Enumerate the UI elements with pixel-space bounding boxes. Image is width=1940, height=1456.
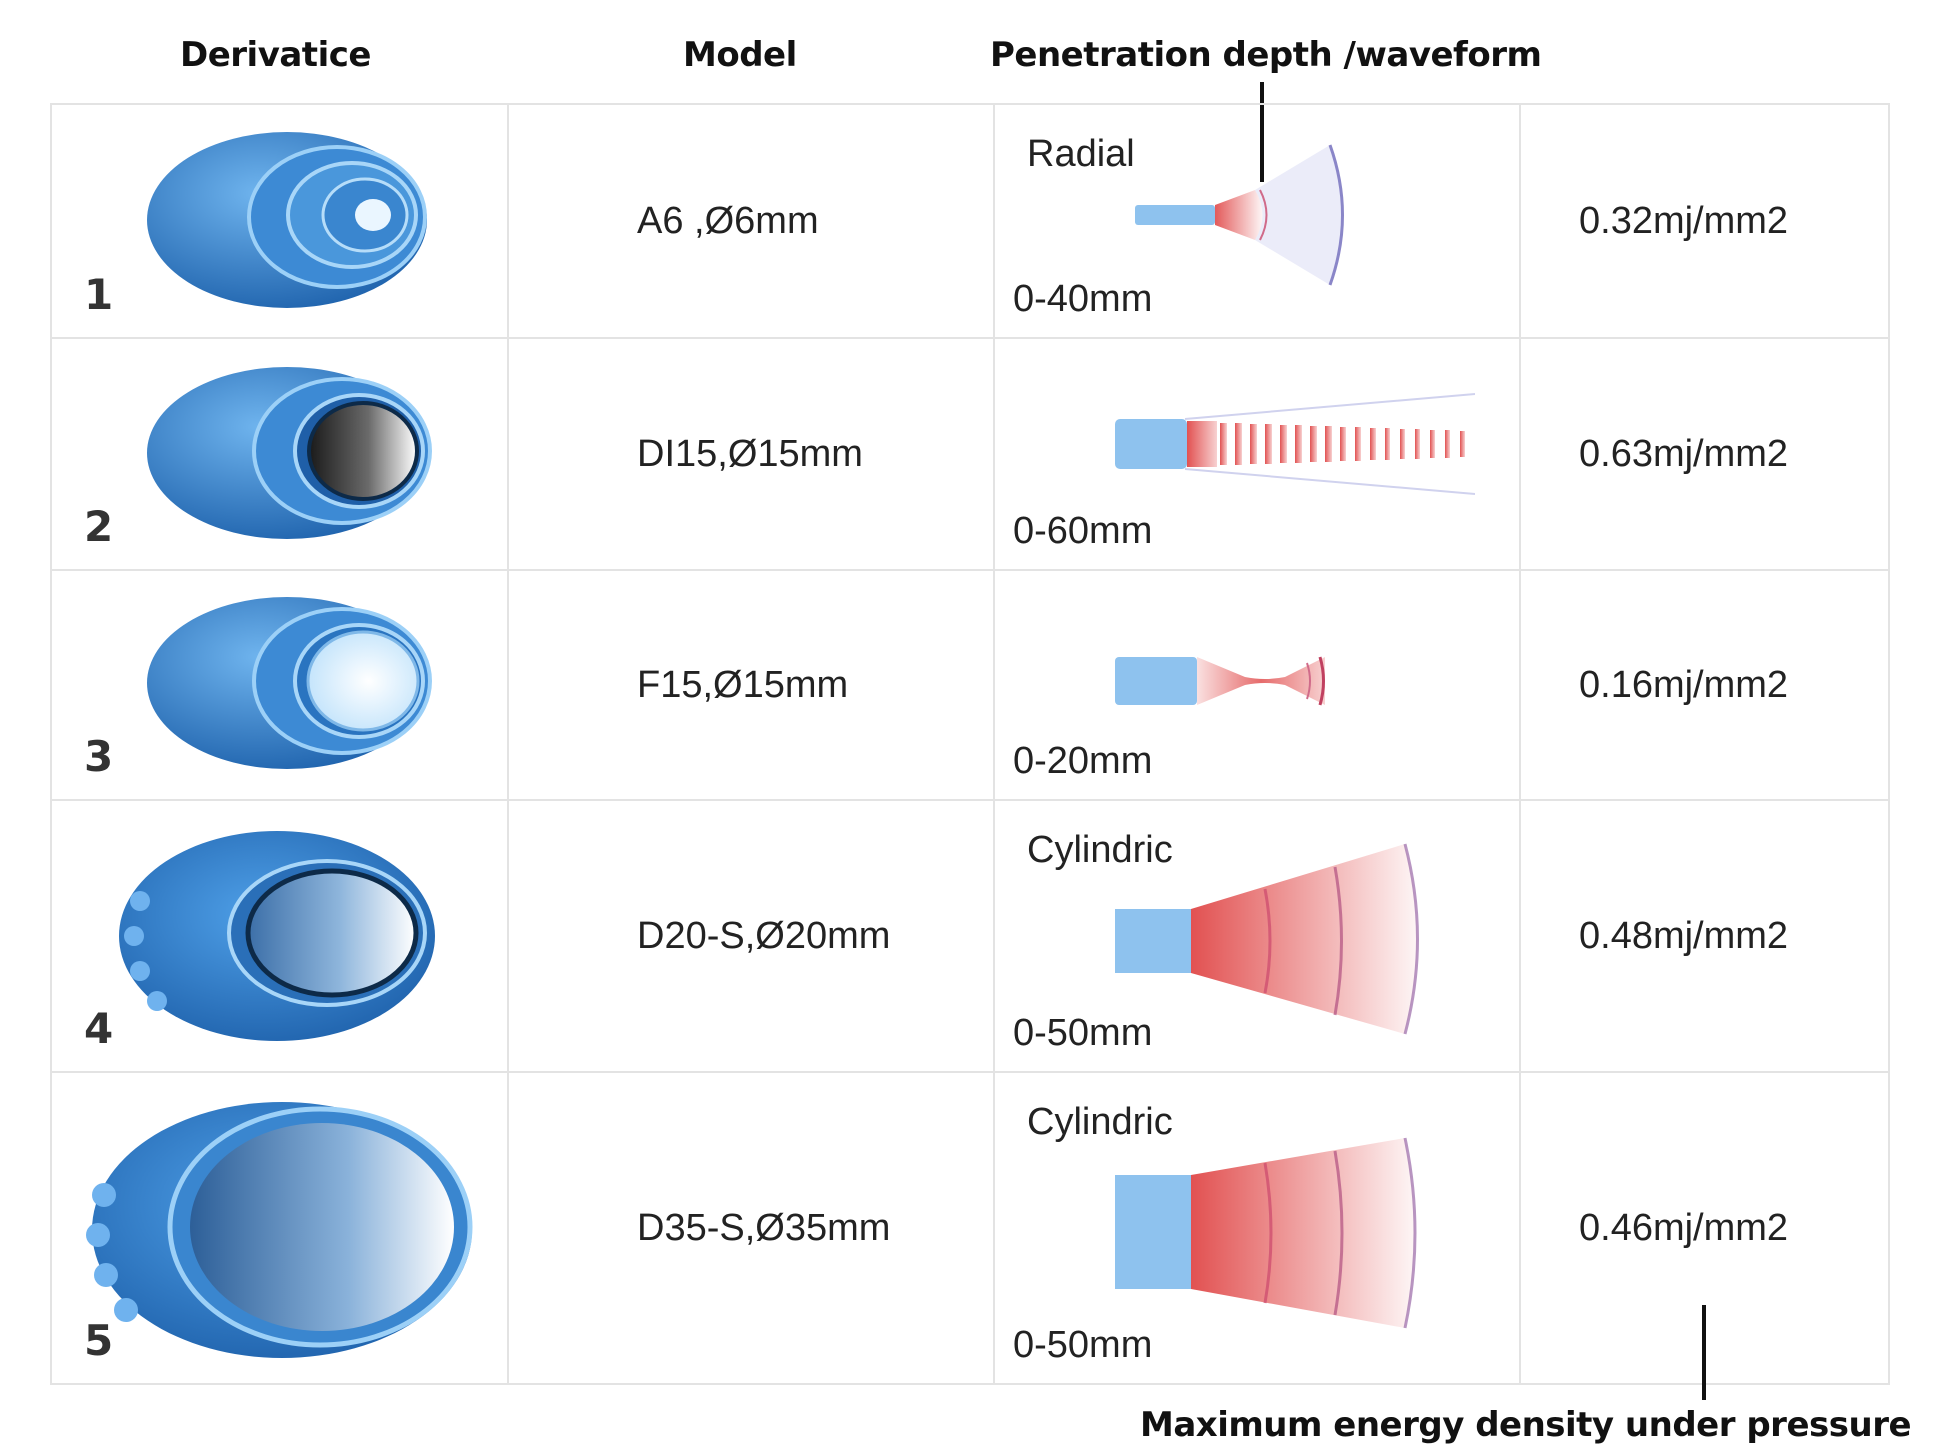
dashed-focused-wave-icon bbox=[1115, 393, 1475, 495]
model-label: D35-S,Ø35mm bbox=[637, 1206, 891, 1249]
energy-label: 0.16mj/mm2 bbox=[1579, 663, 1789, 706]
depth-label: 0-20mm bbox=[1013, 740, 1153, 782]
table-row: 3 F15,Ø15mm 0-20mm 0.16mj/mm2 bbox=[50, 569, 1890, 801]
header-model: Model bbox=[683, 35, 797, 75]
transmitter-tip-focused-15mm-icon bbox=[147, 597, 432, 769]
row-number: 3 bbox=[84, 732, 114, 781]
waveform-cell: Cylindric 0-50mm bbox=[993, 799, 1521, 1073]
derivative-cell: 3 bbox=[50, 569, 509, 801]
header-derivative: Derivatice bbox=[180, 35, 371, 75]
radial-wave-icon bbox=[1135, 144, 1344, 286]
cylindric-wave-icon bbox=[1115, 843, 1419, 1035]
transmitter-tip-6mm-icon bbox=[147, 132, 427, 308]
wave-type-label: Radial bbox=[1027, 133, 1135, 175]
transmitter-tip-15mm-icon bbox=[147, 367, 432, 539]
energy-label: 0.48mj/mm2 bbox=[1579, 914, 1789, 957]
table-row: 2 DI15,Ø15mm bbox=[50, 337, 1890, 571]
derivative-cell: 1 bbox=[50, 103, 509, 339]
model-cell: D20-S,Ø20mm bbox=[507, 799, 995, 1073]
table-row: 4 D20-S,Ø20mm Cylindric 0-50mm 0.48mj/mm… bbox=[50, 799, 1890, 1073]
derivative-cell: 5 bbox=[50, 1071, 509, 1385]
table-row: 1 A6 ,Ø6mm Radial 0-40mm 0.32mj/mm2 bbox=[50, 103, 1890, 339]
row-number: 5 bbox=[84, 1316, 114, 1365]
energy-pointer-line bbox=[1702, 1305, 1706, 1400]
energy-label: 0.32mj/mm2 bbox=[1579, 199, 1789, 242]
row-number: 1 bbox=[84, 270, 114, 319]
energy-cell: 0.48mj/mm2 bbox=[1519, 799, 1890, 1073]
transmitter-tip-35mm-icon bbox=[86, 1102, 473, 1358]
energy-label: 0.46mj/mm2 bbox=[1579, 1206, 1789, 1249]
model-label: A6 ,Ø6mm bbox=[637, 199, 819, 242]
depth-label: 0-50mm bbox=[1013, 1012, 1153, 1054]
energy-cell: 0.63mj/mm2 bbox=[1519, 337, 1890, 571]
model-cell: F15,Ø15mm bbox=[507, 569, 995, 801]
focused-wave-icon bbox=[1115, 656, 1325, 706]
row-number: 4 bbox=[84, 1004, 114, 1053]
waveform-cell: Cylindric 0-50mm bbox=[993, 1071, 1521, 1385]
depth-label: 0-40mm bbox=[1013, 278, 1153, 320]
derivative-cell: 2 bbox=[50, 337, 509, 571]
depth-label: 0-50mm bbox=[1013, 1324, 1153, 1366]
model-label: F15,Ø15mm bbox=[637, 663, 849, 706]
model-cell: DI15,Ø15mm bbox=[507, 337, 995, 571]
cylindric-wave-icon bbox=[1115, 1137, 1417, 1329]
row-number: 2 bbox=[84, 502, 114, 551]
model-cell: D35-S,Ø35mm bbox=[507, 1071, 995, 1385]
waveform-cell: 0-20mm bbox=[993, 569, 1521, 801]
energy-cell: 0.16mj/mm2 bbox=[1519, 569, 1890, 801]
waveform-cell: Radial 0-40mm bbox=[993, 103, 1521, 339]
header-penetration: Penetration depth /waveform bbox=[990, 35, 1542, 75]
model-cell: A6 ,Ø6mm bbox=[507, 103, 995, 339]
transmitter-spec-table: 1 A6 ,Ø6mm Radial 0-40mm 0.32mj/mm2 bbox=[50, 103, 1890, 1385]
depth-label: 0-60mm bbox=[1013, 510, 1153, 552]
wave-type-label: Cylindric bbox=[1027, 829, 1173, 871]
energy-cell: 0.32mj/mm2 bbox=[1519, 103, 1890, 339]
model-label: DI15,Ø15mm bbox=[637, 432, 863, 475]
model-label: D20-S,Ø20mm bbox=[637, 914, 891, 957]
waveform-cell: 0-60mm bbox=[993, 337, 1521, 571]
energy-label: 0.63mj/mm2 bbox=[1579, 432, 1789, 475]
wave-type-label: Cylindric bbox=[1027, 1101, 1173, 1143]
footer-note: Maximum energy density under pressure bbox=[1140, 1405, 1912, 1445]
table-row: 5 D35-S,Ø35mm Cylindric 0-50mm 0.46mj/mm… bbox=[50, 1071, 1890, 1385]
transmitter-tip-20mm-icon bbox=[119, 831, 435, 1041]
derivative-cell: 4 bbox=[50, 799, 509, 1073]
